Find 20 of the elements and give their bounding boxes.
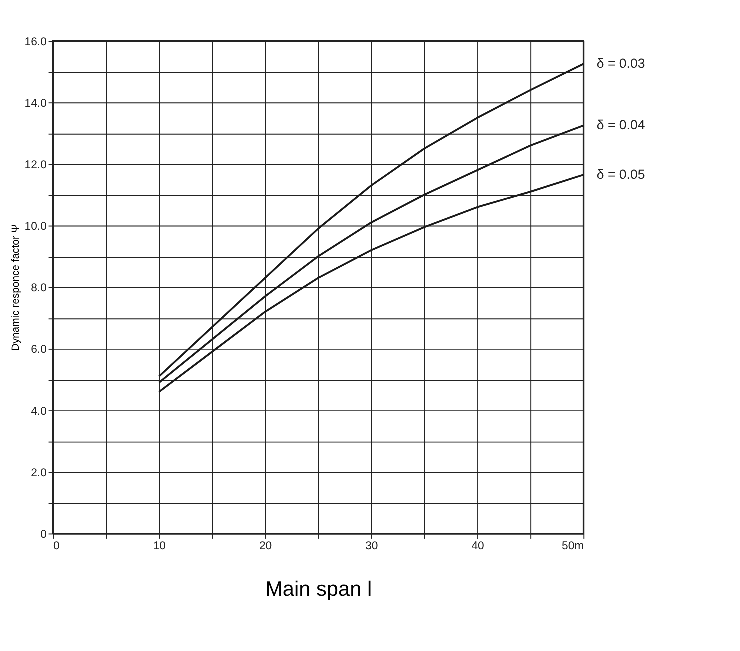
y-tick-label: 16.0 <box>24 36 47 48</box>
y-tick-label: 12.0 <box>24 159 47 172</box>
y-tick-label: 2.0 <box>31 467 47 480</box>
x-tick-label: 30 <box>366 540 378 552</box>
x-axis-title: Main span l <box>266 578 372 601</box>
y-tick-label: 10.0 <box>24 221 47 234</box>
y-axis-title: Dynamic responce factor Ψ <box>11 224 22 352</box>
x-tick-label: 20 <box>259 540 272 552</box>
series-label: δ = 0.04 <box>596 118 646 133</box>
x-tick-label: 40 <box>472 540 484 552</box>
series-label: δ = 0.03 <box>596 56 646 71</box>
x-tick-label: 0 <box>54 540 60 552</box>
y-tick-label: 8.0 <box>31 282 47 295</box>
y-tick-label: 6.0 <box>31 344 47 356</box>
series-label: δ = 0.05 <box>596 166 646 182</box>
y-tick-label: 0 <box>40 529 47 542</box>
y-tick-label: 14.0 <box>24 98 47 110</box>
y-tick-label: 4.0 <box>31 406 47 418</box>
x-tick-label: 50m <box>562 540 584 552</box>
x-tick-label: 10 <box>153 540 166 552</box>
